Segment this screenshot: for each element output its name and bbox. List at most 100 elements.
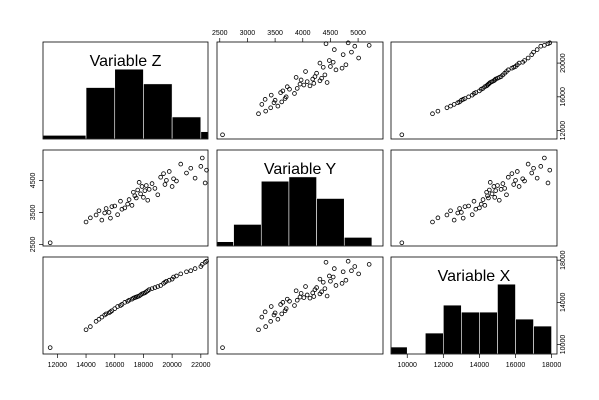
histogram-bar-variable-x-2 — [424, 332, 444, 355]
scatter-point-variable-x-vs-variable-z-44 — [188, 268, 194, 274]
right-axis-tick-label-0: 12000 — [560, 121, 567, 141]
scatter-point-variable-y-vs-variable-z-3 — [93, 212, 99, 218]
scatter-point-variable-x-vs-variable-y-34 — [333, 283, 339, 288]
right-axis-tick-label-1: 16000 — [560, 87, 567, 107]
scatter-point-variable-y-vs-variable-z-22 — [135, 187, 141, 193]
scatter-point-variable-y-vs-variable-x-28 — [495, 183, 500, 188]
scatter-point-variable-y-vs-variable-z-40 — [171, 176, 176, 182]
scatter-point-variable-z-vs-variable-y-41 — [327, 58, 332, 63]
scatter-point-variable-y-vs-variable-z-43 — [184, 170, 189, 176]
histogram-bar-variable-y-5 — [343, 237, 373, 247]
scatter-point-variable-y-vs-variable-x-7 — [457, 206, 462, 211]
scatter-point-variable-y-vs-variable-z-13 — [118, 198, 123, 204]
histogram-bar-variable-z-5 — [200, 131, 209, 140]
scatter-point-variable-z-vs-variable-y-17 — [294, 86, 300, 91]
scatter-point-variable-y-vs-variable-z-39 — [169, 184, 175, 189]
scatter-point-variable-y-vs-variable-z-11 — [112, 203, 118, 209]
scatter-point-variable-x-vs-variable-z-37 — [164, 278, 169, 284]
scatter-point-variable-x-vs-variable-z-49 — [204, 258, 209, 264]
scatter-point-variable-x-vs-variable-y-38 — [343, 277, 349, 283]
scatter-point-variable-z-vs-variable-y-32 — [314, 70, 319, 76]
histogram-bar-variable-y-4 — [316, 198, 345, 247]
scatter-point-variable-y-vs-variable-x-12 — [469, 212, 475, 217]
scatter-point-variable-y-vs-variable-z-48 — [202, 180, 208, 186]
scatter-point-variable-y-vs-variable-x-27 — [493, 188, 498, 193]
scatter-point-variable-x-vs-variable-z-38 — [166, 277, 172, 283]
scatter-point-variable-x-vs-variable-z-11 — [112, 306, 118, 311]
scatter-point-variable-y-vs-variable-z-37 — [164, 178, 169, 183]
scatter-point-variable-y-vs-variable-x-34 — [505, 174, 511, 180]
scatter-point-variable-x-vs-variable-z-17 — [126, 297, 132, 303]
scatter-point-variable-x-vs-variable-z-32 — [152, 285, 158, 290]
scatter-point-variable-x-vs-variable-y-42 — [356, 271, 361, 277]
scatter-point-variable-z-vs-variable-y-28 — [319, 75, 324, 81]
right-axis-tick-label-2: 20000 — [560, 53, 567, 73]
top-axis-tick-label-4: 4500 — [323, 30, 339, 37]
scatter-point-variable-y-vs-variable-z-23 — [136, 180, 142, 185]
scatter-point-variable-z-vs-variable-y-43 — [340, 52, 346, 57]
scatter-point-variable-z-vs-variable-y-16 — [287, 86, 292, 92]
scatter-point-variable-x-vs-variable-y-5 — [259, 314, 265, 320]
scatter-point-variable-y-vs-variable-x-35 — [509, 171, 515, 176]
bottom-axis-tick-label-0: 12000 — [48, 362, 68, 369]
right-axis-lower-tick-label-0: 10000 — [560, 335, 567, 355]
bottom-axis-right-tick-label-2: 14000 — [470, 362, 490, 369]
bottom-axis-right-tick-label-1: 12000 — [434, 362, 454, 369]
scatter-point-variable-y-vs-variable-x-8 — [459, 210, 464, 215]
scatter-point-variable-x-vs-variable-y-11 — [283, 306, 289, 311]
scatter-point-variable-z-vs-variable-y-44 — [349, 49, 354, 55]
scatter-point-variable-y-vs-variable-x-47 — [542, 155, 547, 161]
scatter-point-variable-y-vs-variable-x-9 — [460, 215, 466, 221]
panel-frame-r2-c0 — [42, 256, 209, 355]
left-axis-tick-label-1: 3500 — [30, 205, 37, 221]
scatter-point-variable-y-vs-variable-x-41 — [522, 178, 527, 184]
histogram-bar-variable-x-0 — [390, 346, 408, 355]
bottom-axis-tick-label-5: 22000 — [191, 362, 211, 369]
panel-frame-r0-c2 — [390, 41, 558, 140]
panel-title-variable-z: Variable Z — [90, 53, 162, 70]
scatter-point-variable-x-vs-variable-y-12 — [268, 304, 274, 309]
scatter-point-variable-y-vs-variable-x-37 — [513, 178, 518, 183]
scatter-point-variable-x-vs-variable-y-47 — [366, 262, 372, 267]
scatter-point-variable-x-vs-variable-z-15 — [122, 300, 128, 305]
scatter-point-variable-z-vs-variable-y-4 — [275, 103, 281, 109]
scatter-point-variable-y-vs-variable-z-34 — [158, 174, 163, 180]
scatter-point-variable-z-vs-variable-y-26 — [298, 77, 304, 83]
scatter-point-variable-x-vs-variable-y-19 — [307, 295, 313, 301]
scatter-point-variable-y-vs-variable-x-48 — [545, 180, 551, 186]
top-axis-tick-label-2: 3500 — [267, 30, 283, 37]
scatter-point-variable-x-vs-variable-y-7 — [279, 311, 285, 317]
scatter-point-variable-y-vs-variable-z-41 — [174, 178, 179, 184]
scatter-point-variable-x-vs-variable-z-1 — [83, 327, 89, 333]
scatter-point-variable-z-vs-variable-y-6 — [271, 100, 277, 106]
scatter-point-variable-z-vs-variable-x-5 — [451, 102, 457, 107]
scatter-point-variable-z-vs-variable-x-11 — [466, 94, 471, 100]
scatter-point-variable-y-vs-variable-x-38 — [514, 169, 520, 174]
scatter-point-variable-z-vs-variable-y-18 — [284, 84, 290, 89]
right-axis-lower-tick-label-1: 14000 — [560, 292, 567, 312]
scatter-point-variable-y-vs-variable-z-2 — [88, 215, 93, 221]
scatter-point-variable-x-vs-variable-z-30 — [146, 287, 152, 292]
scatter-point-variable-y-vs-variable-x-4 — [448, 208, 453, 214]
scatter-point-variable-x-vs-variable-y-29 — [293, 288, 299, 294]
scatter-point-variable-z-vs-variable-x-2 — [435, 108, 441, 114]
histogram-bar-variable-z-3 — [143, 83, 173, 140]
scatter-point-variable-x-vs-variable-y-48 — [323, 259, 329, 265]
scatter-point-variable-x-vs-variable-y-37 — [328, 278, 333, 284]
histogram-bar-variable-y-0 — [216, 241, 234, 247]
scatter-point-variable-x-vs-variable-y-8 — [272, 310, 278, 316]
scatter-point-variable-z-vs-variable-x-10 — [462, 96, 468, 101]
right-axis-lower-tick-label-2: 18000 — [560, 250, 567, 270]
scatter-point-variable-z-vs-variable-y-12 — [268, 92, 274, 98]
histogram-bar-variable-z-0 — [42, 135, 87, 140]
scatter-point-variable-y-vs-variable-x-22 — [487, 187, 492, 193]
scatter-point-variable-x-vs-variable-y-33 — [303, 284, 308, 289]
scatter-point-variable-x-vs-variable-y-15 — [280, 300, 286, 305]
scatter-point-variable-x-vs-variable-y-3 — [268, 319, 273, 324]
scatter-point-variable-z-vs-variable-y-21 — [297, 81, 303, 87]
panel-frame-r1-c0 — [42, 149, 209, 247]
panel-frame-r2-c2 — [390, 256, 558, 355]
scatter-point-variable-z-vs-variable-x-34 — [505, 67, 511, 73]
scatter-point-variable-z-vs-variable-x-42 — [525, 55, 531, 61]
scatter-point-variable-y-vs-variable-x-15 — [477, 205, 482, 211]
